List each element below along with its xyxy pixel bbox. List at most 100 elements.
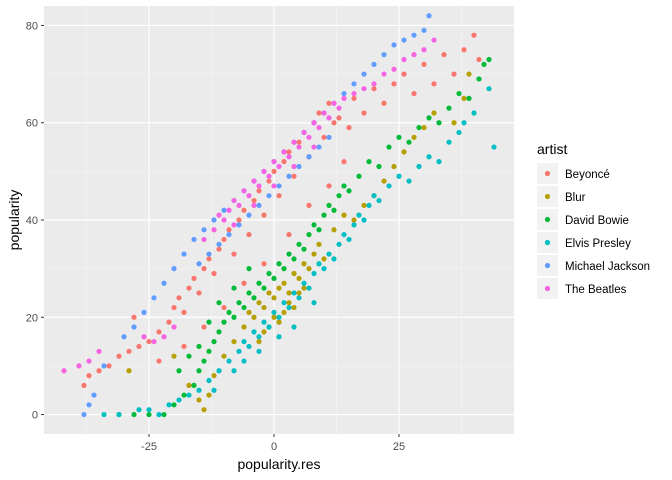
data-point	[451, 120, 457, 126]
data-point	[391, 66, 397, 72]
data-point	[191, 382, 197, 388]
data-point	[386, 183, 392, 189]
data-point	[331, 120, 337, 126]
data-point	[326, 251, 332, 257]
data-point	[351, 90, 357, 97]
data-point	[191, 236, 197, 243]
data-point	[186, 353, 192, 359]
data-point	[321, 212, 327, 218]
data-point	[311, 251, 317, 257]
data-point	[406, 178, 412, 184]
data-point	[276, 193, 282, 199]
data-point	[241, 207, 247, 213]
data-point	[421, 27, 427, 33]
data-point	[256, 334, 262, 340]
data-point	[141, 309, 147, 316]
data-point	[341, 231, 347, 238]
data-point	[231, 368, 237, 374]
data-point	[351, 95, 357, 102]
data-point	[286, 290, 292, 296]
data-point	[406, 139, 412, 145]
data-point	[276, 319, 282, 325]
data-point	[371, 81, 377, 87]
legend-label: David Bowie	[565, 215, 629, 227]
data-point	[226, 207, 232, 213]
y-tick-label: 60	[26, 118, 38, 130]
data-point	[101, 411, 107, 418]
data-point	[246, 309, 252, 316]
data-point	[391, 163, 397, 170]
data-point	[336, 241, 342, 247]
data-point	[351, 217, 357, 223]
data-point	[211, 373, 217, 379]
data-point	[256, 183, 262, 189]
data-point	[311, 300, 317, 306]
data-point	[176, 397, 182, 403]
data-point	[316, 227, 322, 233]
data-point	[341, 212, 347, 218]
data-point	[291, 324, 297, 330]
data-point	[266, 193, 272, 199]
data-point	[266, 270, 272, 277]
data-point	[256, 338, 262, 345]
series-points	[101, 86, 497, 418]
data-point	[201, 358, 207, 364]
data-point	[271, 275, 277, 281]
data-point	[206, 319, 212, 325]
data-point	[171, 324, 177, 330]
data-point	[241, 188, 247, 194]
y-tick-label: 0	[32, 410, 38, 422]
legend-key-marker	[544, 285, 551, 292]
data-point	[236, 217, 242, 223]
data-point	[236, 222, 242, 228]
data-point	[371, 193, 377, 199]
data-point	[241, 304, 247, 311]
data-point	[321, 256, 327, 262]
y-tick-label: 40	[26, 215, 38, 227]
data-point	[316, 124, 322, 131]
y-axis-title: popularity	[6, 190, 22, 251]
data-point	[221, 217, 227, 223]
data-point	[271, 295, 277, 301]
data-point	[306, 266, 312, 272]
data-point	[296, 241, 302, 247]
data-point	[296, 144, 302, 150]
data-point	[311, 270, 317, 277]
data-point	[86, 358, 92, 364]
data-point	[236, 348, 242, 354]
data-point	[196, 368, 202, 374]
data-point	[236, 300, 242, 306]
data-point	[416, 124, 422, 131]
data-point	[206, 392, 212, 398]
data-point	[181, 343, 187, 350]
data-point	[156, 329, 162, 335]
data-point	[296, 275, 302, 281]
data-point	[491, 144, 497, 150]
legend: artist Beyoncé Blur David Bowie Elvis Presl…	[537, 141, 650, 299]
data-point	[216, 212, 222, 218]
data-point	[246, 290, 252, 296]
data-point	[456, 129, 462, 136]
data-point	[306, 285, 312, 291]
data-point	[256, 348, 262, 354]
data-point	[286, 251, 292, 257]
data-point	[276, 314, 282, 320]
data-point	[391, 81, 397, 87]
data-point	[221, 304, 227, 311]
data-point	[296, 290, 302, 296]
data-point	[231, 222, 237, 228]
data-point	[426, 154, 432, 160]
data-point	[231, 285, 237, 291]
data-point	[91, 392, 97, 398]
data-point	[361, 71, 367, 77]
data-point	[326, 183, 332, 189]
data-point	[86, 373, 92, 379]
data-point	[361, 86, 367, 92]
data-point	[381, 178, 387, 184]
data-point	[116, 353, 122, 359]
data-point	[316, 261, 322, 267]
data-point	[421, 61, 427, 67]
data-point	[231, 314, 237, 320]
data-point	[401, 149, 407, 155]
series-points	[61, 37, 437, 374]
